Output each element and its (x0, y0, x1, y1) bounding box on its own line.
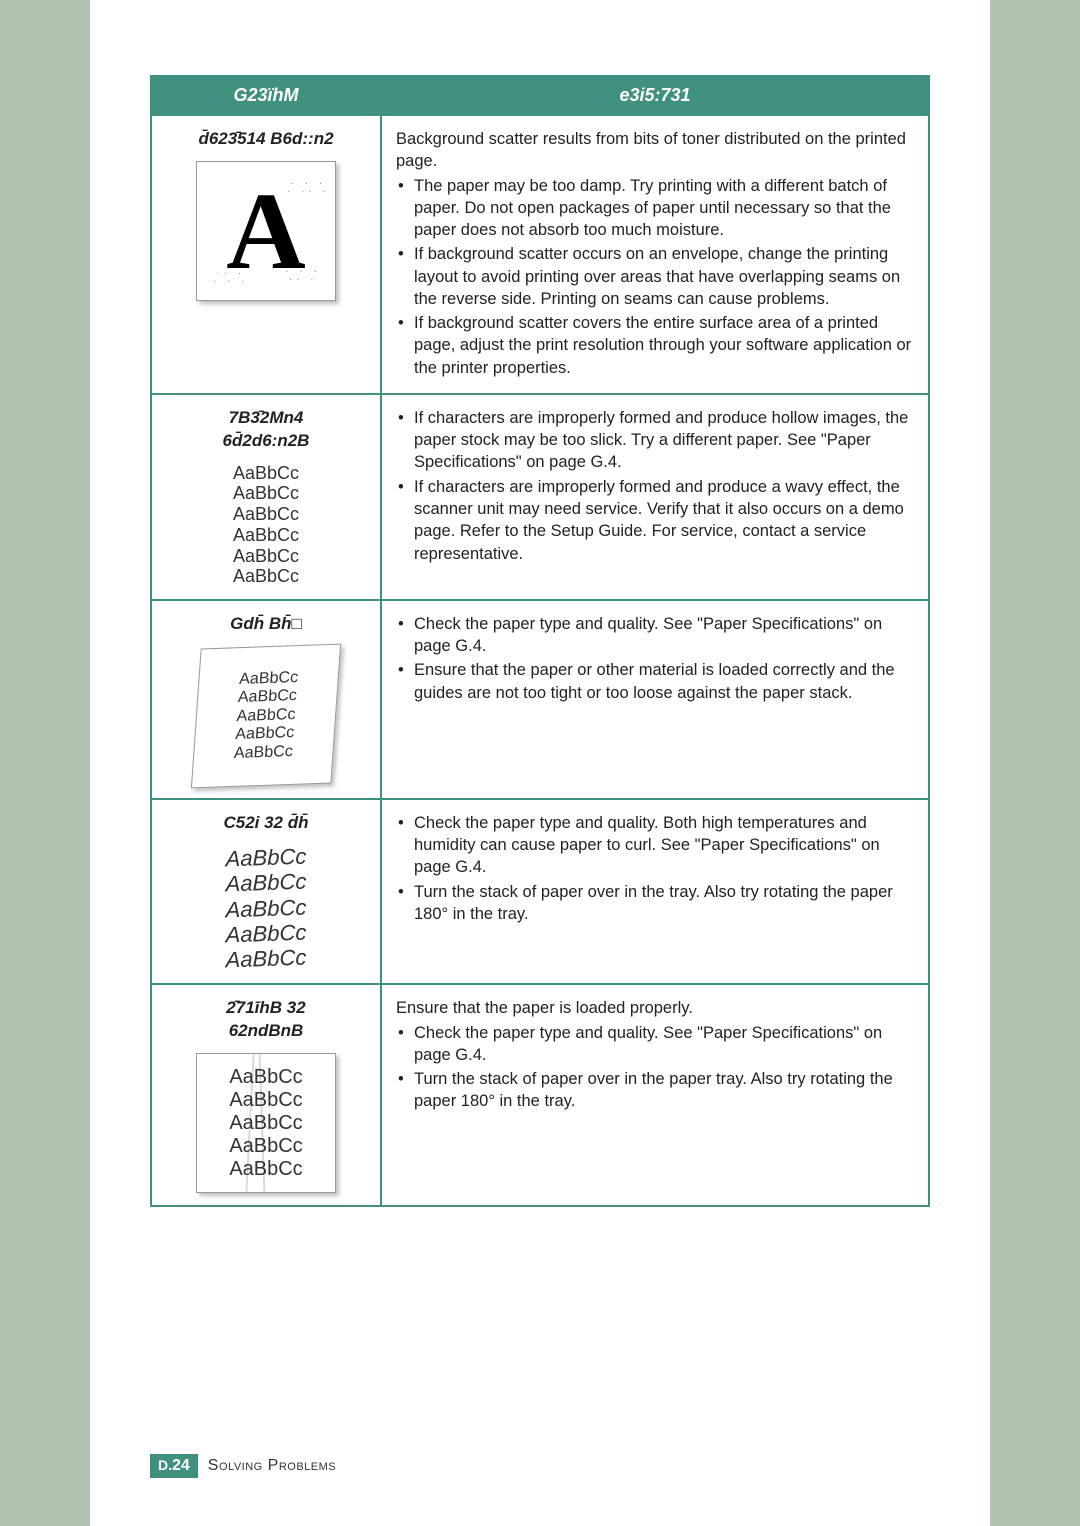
solution-item: If characters are improperly formed and … (396, 407, 914, 474)
solution-item: Check the paper type and quality. See "P… (396, 1022, 914, 1067)
problem-cell: d̄623̄514 B6d::n2 A · · ·· ·· · ·· ·· · … (151, 115, 381, 394)
table-row: 2̄71īhB 32 62ndBnB AaBbCc AaBbCc AaBbCc … (151, 984, 929, 1206)
table-row: C52i 32 d̄h̄ AaBbCc AaBbCc AaBbCc AaBbCc… (151, 799, 929, 984)
page-number-badge: D.24 (150, 1454, 198, 1478)
solution-list: Check the paper type and quality. See "P… (396, 613, 914, 704)
troubleshoot-table: G23ïhM e3i5:731 d̄623̄514 B6d::n2 A · · … (150, 75, 930, 1207)
table-row: d̄623̄514 B6d::n2 A · · ·· ·· · ·· ·· · … (151, 115, 929, 394)
solution-item: If background scatter covers the entire … (396, 312, 914, 379)
page-number: 24 (172, 1457, 190, 1474)
solution-cell: Check the paper type and quality. See "P… (381, 600, 929, 799)
solution-intro: Background scatter results from bits of … (396, 128, 914, 173)
solution-list: Check the paper type and quality. See "P… (396, 1022, 914, 1113)
solution-list: If characters are improperly formed and … (396, 407, 914, 565)
solution-list: The paper may be too damp. Try printing … (396, 175, 914, 379)
problem-cell: 2̄71īhB 32 62ndBnB AaBbCc AaBbCc AaBbCc … (151, 984, 381, 1206)
solution-item: If background scatter occurs on an envel… (396, 243, 914, 310)
chapter-label: D. (158, 1457, 172, 1473)
solution-item: Check the paper type and quality. Both h… (396, 812, 914, 879)
sample-curl: AaBbCc AaBbCc AaBbCc AaBbCc AaBbCc (166, 841, 366, 974)
table-row: 7B3̄2Mn4 6d̄2d6:n2B AaBbCc AaBbCc AaBbCc… (151, 394, 929, 600)
problem-title: 2̄71īhB 32 62ndBnB (166, 997, 366, 1043)
solution-item: Turn the stack of paper over in the tray… (396, 881, 914, 926)
sample-scatter: A · · ·· ·· · ·· ·· · · · · ··· · (196, 161, 336, 301)
footer-section-label: Solving Problems (208, 1457, 336, 1475)
solution-item: The paper may be too damp. Try printing … (396, 175, 914, 242)
sample-aabbcc: AaBbCc AaBbCc AaBbCc AaBbCc AaBbCc AaBbC… (166, 463, 366, 587)
problem-title: Gdh̄ Bh̄□ (166, 613, 366, 636)
table-row: Gdh̄ Bh̄□ AaBbCc AaBbCc AaBbCc AaBbCc Aa… (151, 600, 929, 799)
solution-cell: Background scatter results from bits of … (381, 115, 929, 394)
solution-item: Turn the stack of paper over in the pape… (396, 1068, 914, 1113)
solution-item: Check the paper type and quality. See "P… (396, 613, 914, 658)
page-footer: D.24 Solving Problems (150, 1454, 336, 1478)
sample-wrinkle: AaBbCc AaBbCc AaBbCc AaBbCc AaBbCc (196, 1053, 336, 1193)
solution-intro: Ensure that the paper is loaded properly… (396, 997, 914, 1019)
sample-skew: AaBbCc AaBbCc AaBbCc AaBbCc AaBbCc (191, 643, 341, 788)
page: G23ïhM e3i5:731 d̄623̄514 B6d::n2 A · · … (90, 0, 990, 1526)
col-header-problem: G23ïhM (151, 76, 381, 115)
problem-cell: 7B3̄2Mn4 6d̄2d6:n2B AaBbCc AaBbCc AaBbCc… (151, 394, 381, 600)
problem-cell: C52i 32 d̄h̄ AaBbCc AaBbCc AaBbCc AaBbCc… (151, 799, 381, 984)
solution-cell: If characters are improperly formed and … (381, 394, 929, 600)
solution-item: If characters are improperly formed and … (396, 476, 914, 565)
solution-cell: Ensure that the paper is loaded properly… (381, 984, 929, 1206)
solution-item: Ensure that the paper or other material … (396, 659, 914, 704)
solution-cell: Check the paper type and quality. Both h… (381, 799, 929, 984)
problem-title: d̄623̄514 B6d::n2 (166, 128, 366, 151)
problem-cell: Gdh̄ Bh̄□ AaBbCc AaBbCc AaBbCc AaBbCc Aa… (151, 600, 381, 799)
problem-title: 7B3̄2Mn4 6d̄2d6:n2B (166, 407, 366, 453)
solution-list: Check the paper type and quality. Both h… (396, 812, 914, 925)
col-header-solution: e3i5:731 (381, 76, 929, 115)
problem-title: C52i 32 d̄h̄ (166, 812, 366, 835)
